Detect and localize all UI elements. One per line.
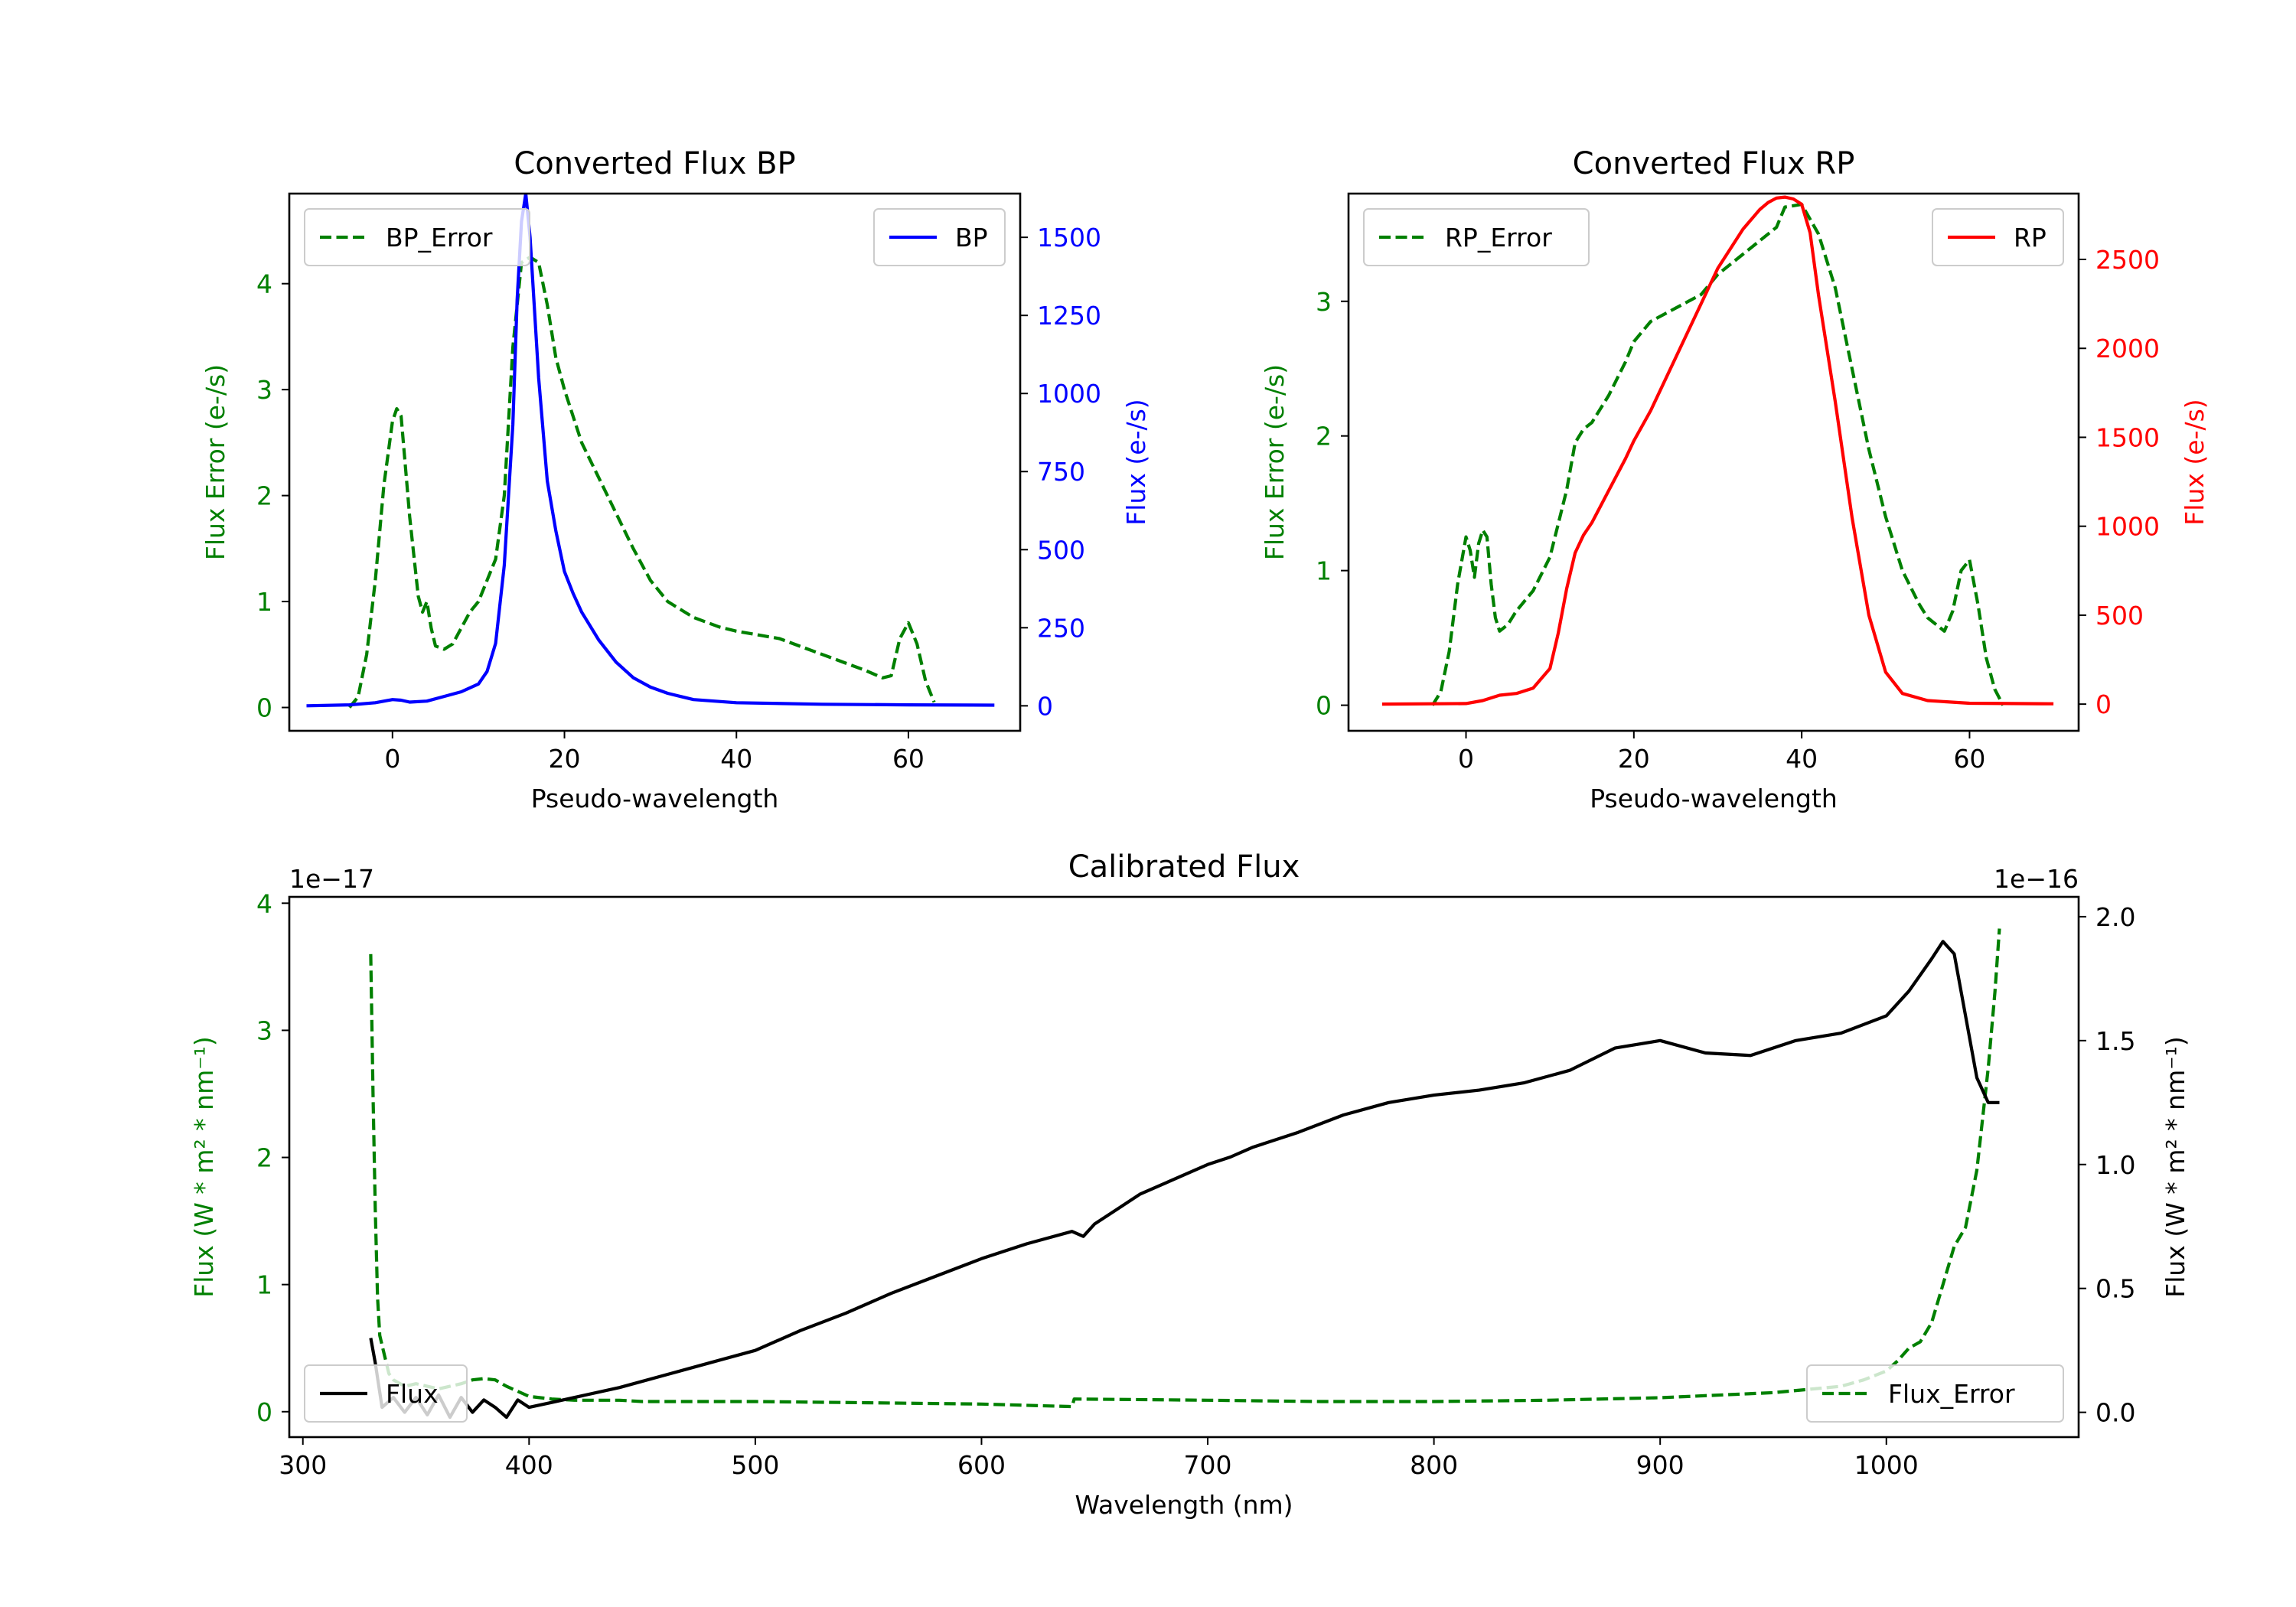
y-left-tick-label: 4 — [256, 888, 272, 918]
legend-right: Flux_Error — [1806, 1364, 2064, 1423]
legend-box — [1806, 1364, 2064, 1423]
chart-title: Converted Flux BP — [514, 146, 795, 181]
y-right-tick-label: 1500 — [2095, 422, 2160, 452]
y-left-tick-label: 0 — [256, 693, 272, 723]
y-left-tick-label: 3 — [1316, 287, 1332, 317]
x-tick-label: 40 — [1786, 744, 1818, 774]
panel-calibrated-flux: 300 400 500 600 700 800 900 1000 0 1 2 3 4 0.0 0.5 1.0 1… — [189, 849, 2190, 1520]
y-left-tick-label: 2 — [1316, 422, 1332, 451]
y-right-tick-label: 1.0 — [2095, 1150, 2135, 1180]
series-group — [369, 928, 2001, 1420]
y-left-axis-label: Flux Error (e-/s) — [1260, 364, 1290, 560]
y-right-axis-label: Flux (e-/s) — [2180, 399, 2210, 525]
y-right-axis-label: Flux (e-/s) — [1121, 399, 1151, 525]
x-axis-label: Pseudo-wavelength — [531, 784, 779, 813]
x-axis-label: Pseudo-wavelength — [1590, 784, 1838, 813]
y-right-offset-label: 1e−16 — [1994, 864, 2079, 894]
legend-left: RP_Error — [1363, 208, 1590, 266]
y-left-tick-label: 4 — [256, 269, 272, 299]
y-right-tick-label: 1500 — [1037, 223, 1101, 253]
y-left-tick-label: 0 — [1316, 691, 1332, 721]
y-right-axis-label: Flux (W * m² * nm⁻¹) — [2161, 1036, 2190, 1298]
chart-title: Calibrated Flux — [1068, 849, 1300, 885]
x-tick-label: 60 — [892, 744, 925, 774]
x-tick-label: 0 — [1458, 744, 1474, 774]
y-right-tick-label: 2000 — [2095, 334, 2160, 363]
y-right-tick-label: 500 — [1037, 535, 1085, 565]
series-line-rp-error — [1430, 203, 2005, 706]
y-left-tick-label: 1 — [1316, 556, 1332, 586]
y-left-tick-label: 1 — [256, 587, 272, 617]
x-tick-label: 1000 — [1854, 1450, 1919, 1480]
legend-left: BP_Error — [304, 208, 530, 266]
legend-label: BP — [955, 223, 988, 253]
y-right-tick-label: 0.0 — [2095, 1398, 2135, 1428]
legend-left: Flux — [304, 1364, 468, 1423]
x-tick-label: 400 — [505, 1450, 553, 1480]
legend-label: Flux_Error — [1888, 1379, 2015, 1409]
axes-frame — [1347, 192, 2080, 732]
y-left-tick-label: 2 — [256, 1143, 272, 1173]
x-tick-label: 0 — [384, 744, 400, 774]
x-tick-label: 900 — [1636, 1450, 1684, 1480]
legend-box — [304, 208, 530, 266]
legend-label: RP — [2014, 223, 2047, 253]
legend-box — [304, 1364, 468, 1423]
y-left-offset-label: 1e−17 — [289, 864, 374, 894]
legend-label: BP_Error — [386, 223, 493, 253]
x-tick-label: 40 — [720, 744, 752, 774]
x-tick-label: 300 — [279, 1450, 327, 1480]
y-right-tick-label: 2500 — [2095, 245, 2160, 275]
y-right-tick-label: 1250 — [1037, 301, 1101, 331]
legend-box — [1363, 208, 1590, 266]
y-right-tick-label: 0 — [1037, 691, 1053, 721]
series-line-flux-error — [369, 928, 2001, 1409]
y-right-tick-label: 500 — [2095, 601, 2144, 631]
legend-box — [1932, 208, 2064, 266]
legend-label: RP_Error — [1445, 223, 1552, 253]
y-right-tick-label: 250 — [1037, 613, 1085, 643]
chart-title: Converted Flux RP — [1573, 146, 1855, 181]
x-tick-label: 20 — [549, 744, 581, 774]
x-tick-label: 60 — [1953, 744, 1985, 774]
y-left-axis-label: Flux Error (e-/s) — [201, 364, 230, 560]
series-line-rp — [1381, 195, 2054, 706]
y-right-tick-label: 0 — [2095, 689, 2112, 719]
y-right-tick-label: 1000 — [1037, 379, 1101, 409]
legend-label: Flux — [386, 1379, 439, 1409]
y-left-tick-label: 0 — [256, 1397, 272, 1427]
legend-box — [873, 208, 1006, 266]
panel-converted-flux-bp: 0 20 40 60012340250500750100012501500Conver… — [201, 146, 1151, 813]
x-tick-label: 700 — [1184, 1450, 1232, 1480]
y-right-tick-label: 2.0 — [2095, 902, 2135, 932]
series-line-flux — [369, 940, 2000, 1420]
axes-frame — [288, 895, 2080, 1439]
y-right-tick-label: 750 — [1037, 457, 1085, 487]
axes-frame — [288, 192, 1022, 732]
y-left-tick-label: 1 — [256, 1270, 272, 1300]
y-left-tick-label: 2 — [256, 481, 272, 511]
x-tick-label: 600 — [957, 1450, 1006, 1480]
legend-right: RP — [1932, 208, 2064, 266]
y-right-tick-label: 1.5 — [2095, 1026, 2135, 1056]
y-right-tick-label: 1000 — [2095, 512, 2160, 542]
y-left-tick-label: 3 — [256, 1015, 272, 1045]
x-tick-label: 800 — [1410, 1450, 1458, 1480]
x-axis-label: Wavelength (nm) — [1075, 1490, 1293, 1520]
y-left-axis-label: Flux (W * m² * nm⁻¹) — [189, 1036, 219, 1298]
panel-converted-flux-rp: 0 20 40 60 0 1 2 3 0 500 1000 1500 2000 2500 Converted… — [1260, 146, 2210, 813]
y-right-tick-label: 0.5 — [2095, 1274, 2135, 1304]
x-tick-label: 20 — [1618, 744, 1650, 774]
legend-right: BP — [873, 208, 1006, 266]
series-group — [1381, 195, 2054, 706]
y-left-tick-label: 3 — [256, 375, 272, 405]
x-tick-label: 500 — [731, 1450, 779, 1480]
